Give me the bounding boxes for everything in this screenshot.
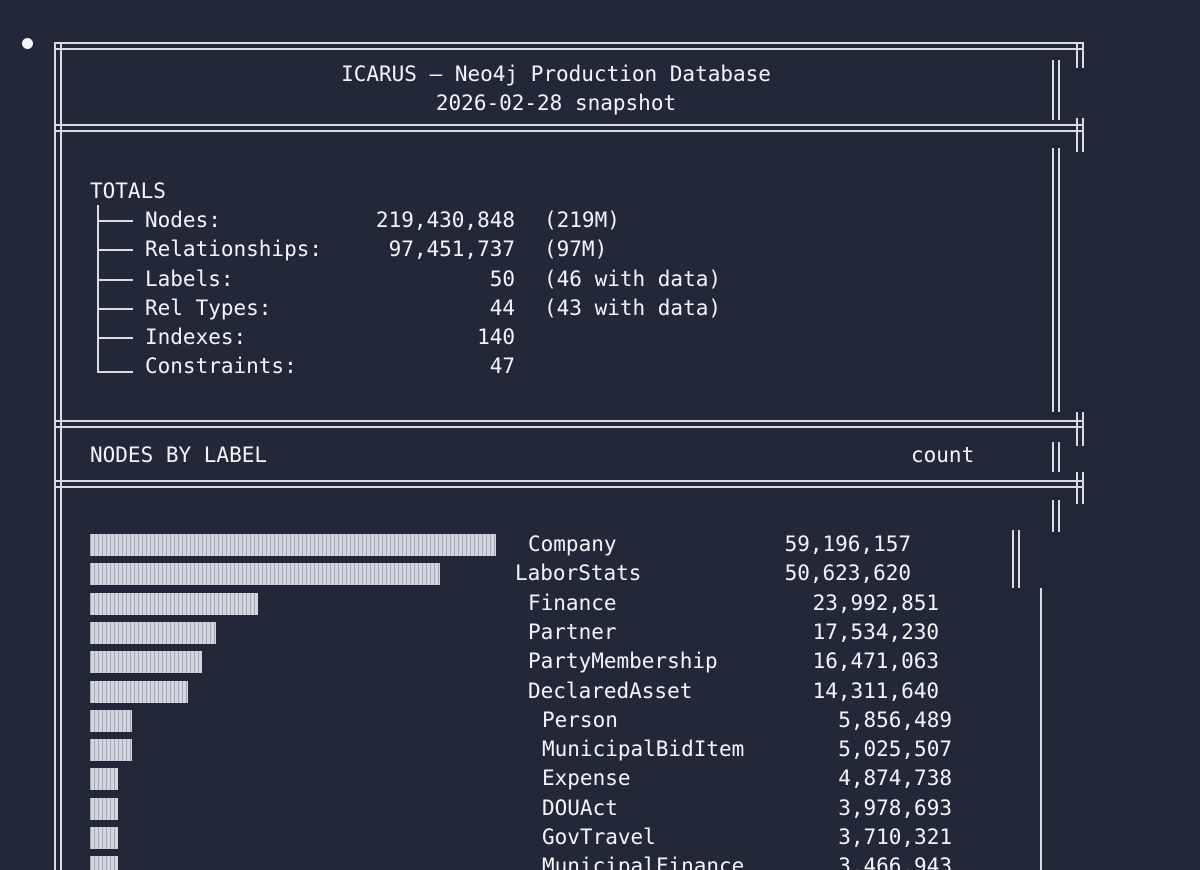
tree-branch [97, 249, 133, 251]
bar-label: LaborStats [515, 561, 642, 586]
totals-note-relationships: (97M) [544, 237, 608, 261]
header-right-border [1052, 60, 1060, 120]
totals-divider [54, 420, 1084, 428]
box-left-border [54, 42, 62, 870]
bar-count: 23,992,851 [812, 590, 939, 615]
list-right-border-1 [1012, 530, 1020, 588]
bar-label: Finance [528, 590, 617, 615]
totals-value-rel-types: 44 [489, 296, 515, 320]
bar-label: DOUAct [542, 795, 618, 820]
page-title: ICARUS — Neo4j Production Database [341, 62, 771, 86]
bar-expense [90, 768, 118, 791]
totals-right-border [1052, 148, 1060, 412]
bar-count: 3,978,693 [838, 795, 952, 820]
totals-label-indexes: Indexes: [145, 325, 247, 349]
header-divider [54, 124, 1084, 132]
bar-label: GovTravel [542, 825, 656, 849]
bar-count: 4,874,738 [838, 766, 952, 791]
totals-value-labels: 50 [489, 267, 515, 291]
bar-label: Person [542, 707, 618, 732]
bar-person [90, 709, 132, 732]
nodes-header-right-border [1052, 442, 1060, 472]
tree-trunk [97, 205, 99, 372]
bar-declaredasset [90, 680, 188, 703]
totals-label-constraints: Constraints: [145, 354, 297, 378]
nodes-heading: NODES BY LABEL [90, 443, 268, 467]
bullet-dot [22, 38, 33, 49]
bar-partner [90, 621, 216, 644]
nodes-right-stub [1052, 500, 1060, 532]
bar-label: PartyMembership [528, 649, 718, 674]
bar-count: 16,471,063 [812, 649, 939, 674]
box-top-border [54, 42, 1084, 50]
nodes-header-divider [54, 480, 1084, 488]
totals-heading: TOTALS [90, 179, 166, 203]
bar-label: Partner [528, 619, 617, 644]
tree-branch-last [97, 371, 133, 373]
totals-note-rel-types: (43 with data) [544, 296, 722, 320]
bar-label: Expense [542, 766, 631, 791]
totals-value-indexes: 140 [477, 325, 515, 349]
totals-value-relationships: 97,451,737 [388, 237, 515, 261]
bar-count: 50,623,620 [784, 561, 911, 586]
bar-laborstats [90, 563, 440, 586]
bar-label: MunicipalBidItem [542, 737, 745, 762]
bar-douact [90, 797, 118, 820]
totals-value-nodes: 219,430,848 [375, 208, 515, 232]
bar-govtravel [90, 827, 118, 849]
bar-count: 3,466,943 [838, 854, 952, 870]
bar-count: 3,710,321 [838, 825, 952, 849]
totals-value-constraints: 47 [489, 354, 515, 378]
totals-label-rel-types: Rel Types: [145, 296, 272, 320]
bar-count: 17,534,230 [812, 619, 939, 644]
totals-label-nodes: Nodes: [145, 208, 221, 232]
tree-branch [97, 220, 133, 222]
bar-partymembership [90, 651, 202, 674]
bar-municipalfinance [90, 856, 118, 870]
bar-label: DeclaredAsset [528, 678, 693, 703]
bar-count: 5,025,507 [838, 737, 952, 762]
box-right-border-top [1076, 42, 1084, 68]
bar-label: MunicipalFinance [542, 854, 745, 870]
totals-label-relationships: Relationships: [145, 237, 323, 261]
totals-note-labels: (46 with data) [544, 267, 722, 291]
totals-label-labels: Labels: [145, 267, 234, 291]
divider-right-cap-1 [1076, 118, 1084, 152]
tree-branch [97, 308, 133, 310]
tree-branch [97, 279, 133, 281]
divider-right-cap-2 [1076, 412, 1084, 446]
bar-count: 59,196,157 [784, 532, 911, 556]
bar-count: 5,856,489 [838, 707, 952, 732]
bar-company [90, 534, 496, 556]
bar-label: Company [528, 532, 617, 556]
page-subtitle: 2026-02-28 snapshot [435, 91, 677, 115]
divider-right-cap-3 [1076, 472, 1084, 504]
totals-note-nodes: (219M) [544, 208, 620, 232]
list-right-border-2 [1040, 588, 1042, 870]
bar-finance [90, 592, 258, 615]
tree-branch [97, 337, 133, 339]
bar-count: 14,311,640 [812, 678, 939, 703]
count-column-header: count [911, 443, 975, 467]
bar-municipalbiditem [90, 739, 132, 762]
